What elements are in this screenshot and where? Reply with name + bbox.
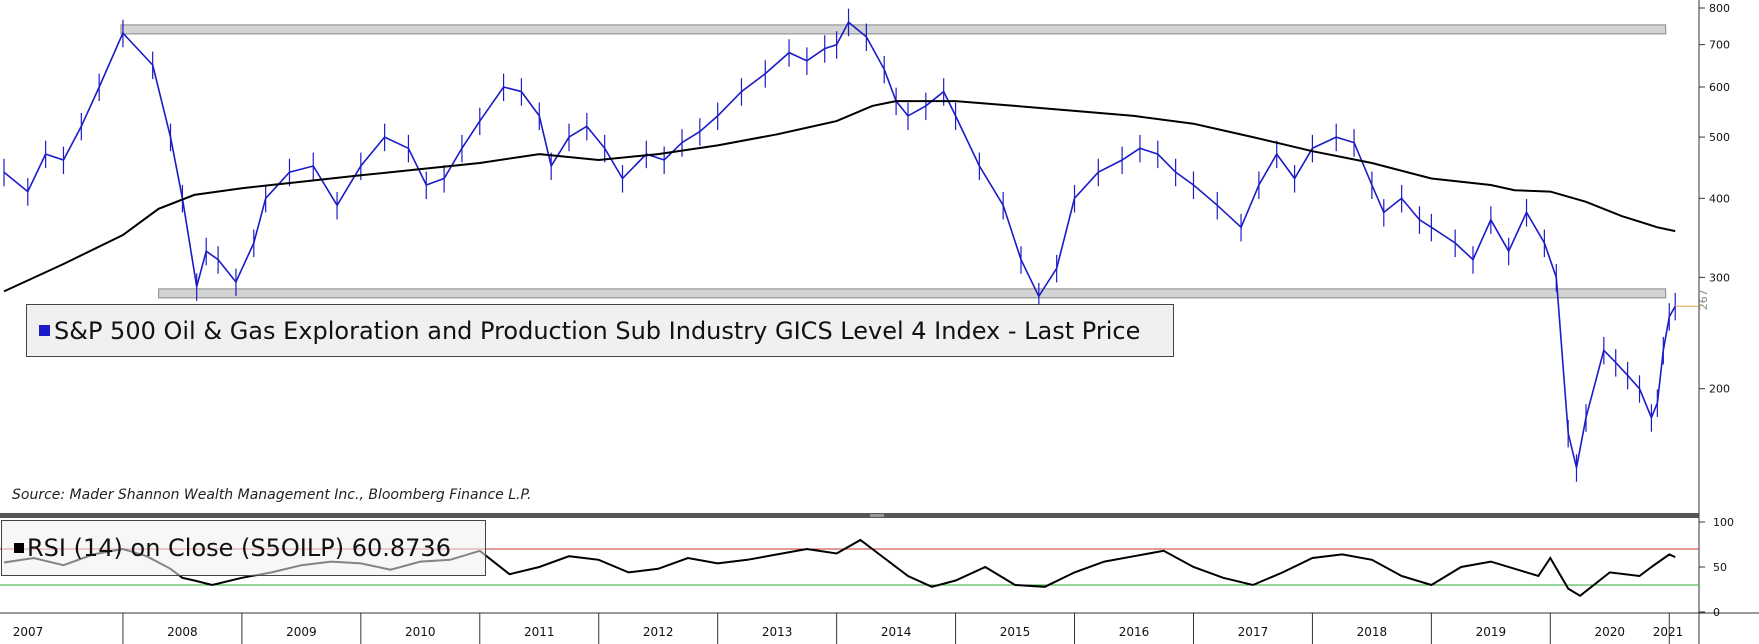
source-note: Source: Mader Shannon Wealth Management …	[12, 487, 532, 503]
x-tick-label: 2010	[405, 625, 436, 639]
price-legend: S&P 500 Oil & Gas Exploration and Produc…	[26, 304, 1174, 357]
x-tick-label: 2017	[1238, 625, 1269, 639]
price-y-tick-label: 400	[1709, 192, 1730, 205]
x-tick-label: 2007	[13, 625, 44, 639]
rsi-legend: RSI (14) on Close (S5OILP) 60.8736	[1, 520, 486, 576]
x-tick-label: 2021	[1653, 625, 1684, 639]
legend-swatch-black	[14, 543, 24, 553]
moving-average-line	[3, 100, 1676, 293]
price-y-tick-label: 700	[1709, 39, 1730, 52]
x-axis: 2007 2008 2009 2010 2011 2012 2013 2014 2015 2016…	[0, 612, 1759, 644]
price-y-tick-label: 800	[1709, 2, 1730, 15]
rsi-y-tick-label: 0	[1713, 606, 1720, 619]
price-y-tick-label: 200	[1709, 383, 1730, 396]
x-tick-label: 2013	[762, 625, 793, 639]
price-band	[158, 288, 1667, 299]
x-tick-label: 2011	[524, 625, 555, 639]
x-tick-label: 2015	[1000, 625, 1031, 639]
x-tick-label: 2014	[881, 625, 912, 639]
x-tick-label: 2009	[286, 625, 317, 639]
price-panel: 267	[0, 0, 1710, 644]
x-tick-label: 2008	[167, 625, 198, 639]
price-band	[120, 24, 1667, 35]
rsi-y-tick-label: 50	[1713, 561, 1727, 574]
rsi-y-tick-label: 100	[1713, 516, 1734, 529]
x-tick-label: 2019	[1476, 625, 1507, 639]
divider-handle	[870, 514, 884, 517]
last-price-label: 267	[1697, 289, 1710, 310]
rsi-legend-label: RSI (14) on Close (S5OILP) 60.8736	[27, 534, 451, 562]
price-y-tick-label: 500	[1709, 131, 1730, 144]
price-y-axis: 200 300 400 500 600 700 800	[1699, 2, 1730, 396]
panel-divider	[0, 513, 1699, 518]
x-tick-label: 2020	[1595, 625, 1626, 639]
rsi-y-axis: 0 50 100	[1699, 516, 1734, 619]
x-tick-label: 2016	[1119, 625, 1150, 639]
price-legend-label: S&P 500 Oil & Gas Exploration and Produc…	[54, 316, 1141, 345]
price-y-tick-label: 300	[1709, 271, 1730, 284]
legend-swatch-blue	[39, 325, 50, 336]
x-tick-label: 2018	[1357, 625, 1388, 639]
x-tick-label: 2012	[643, 625, 674, 639]
price-y-tick-label: 600	[1709, 81, 1730, 94]
